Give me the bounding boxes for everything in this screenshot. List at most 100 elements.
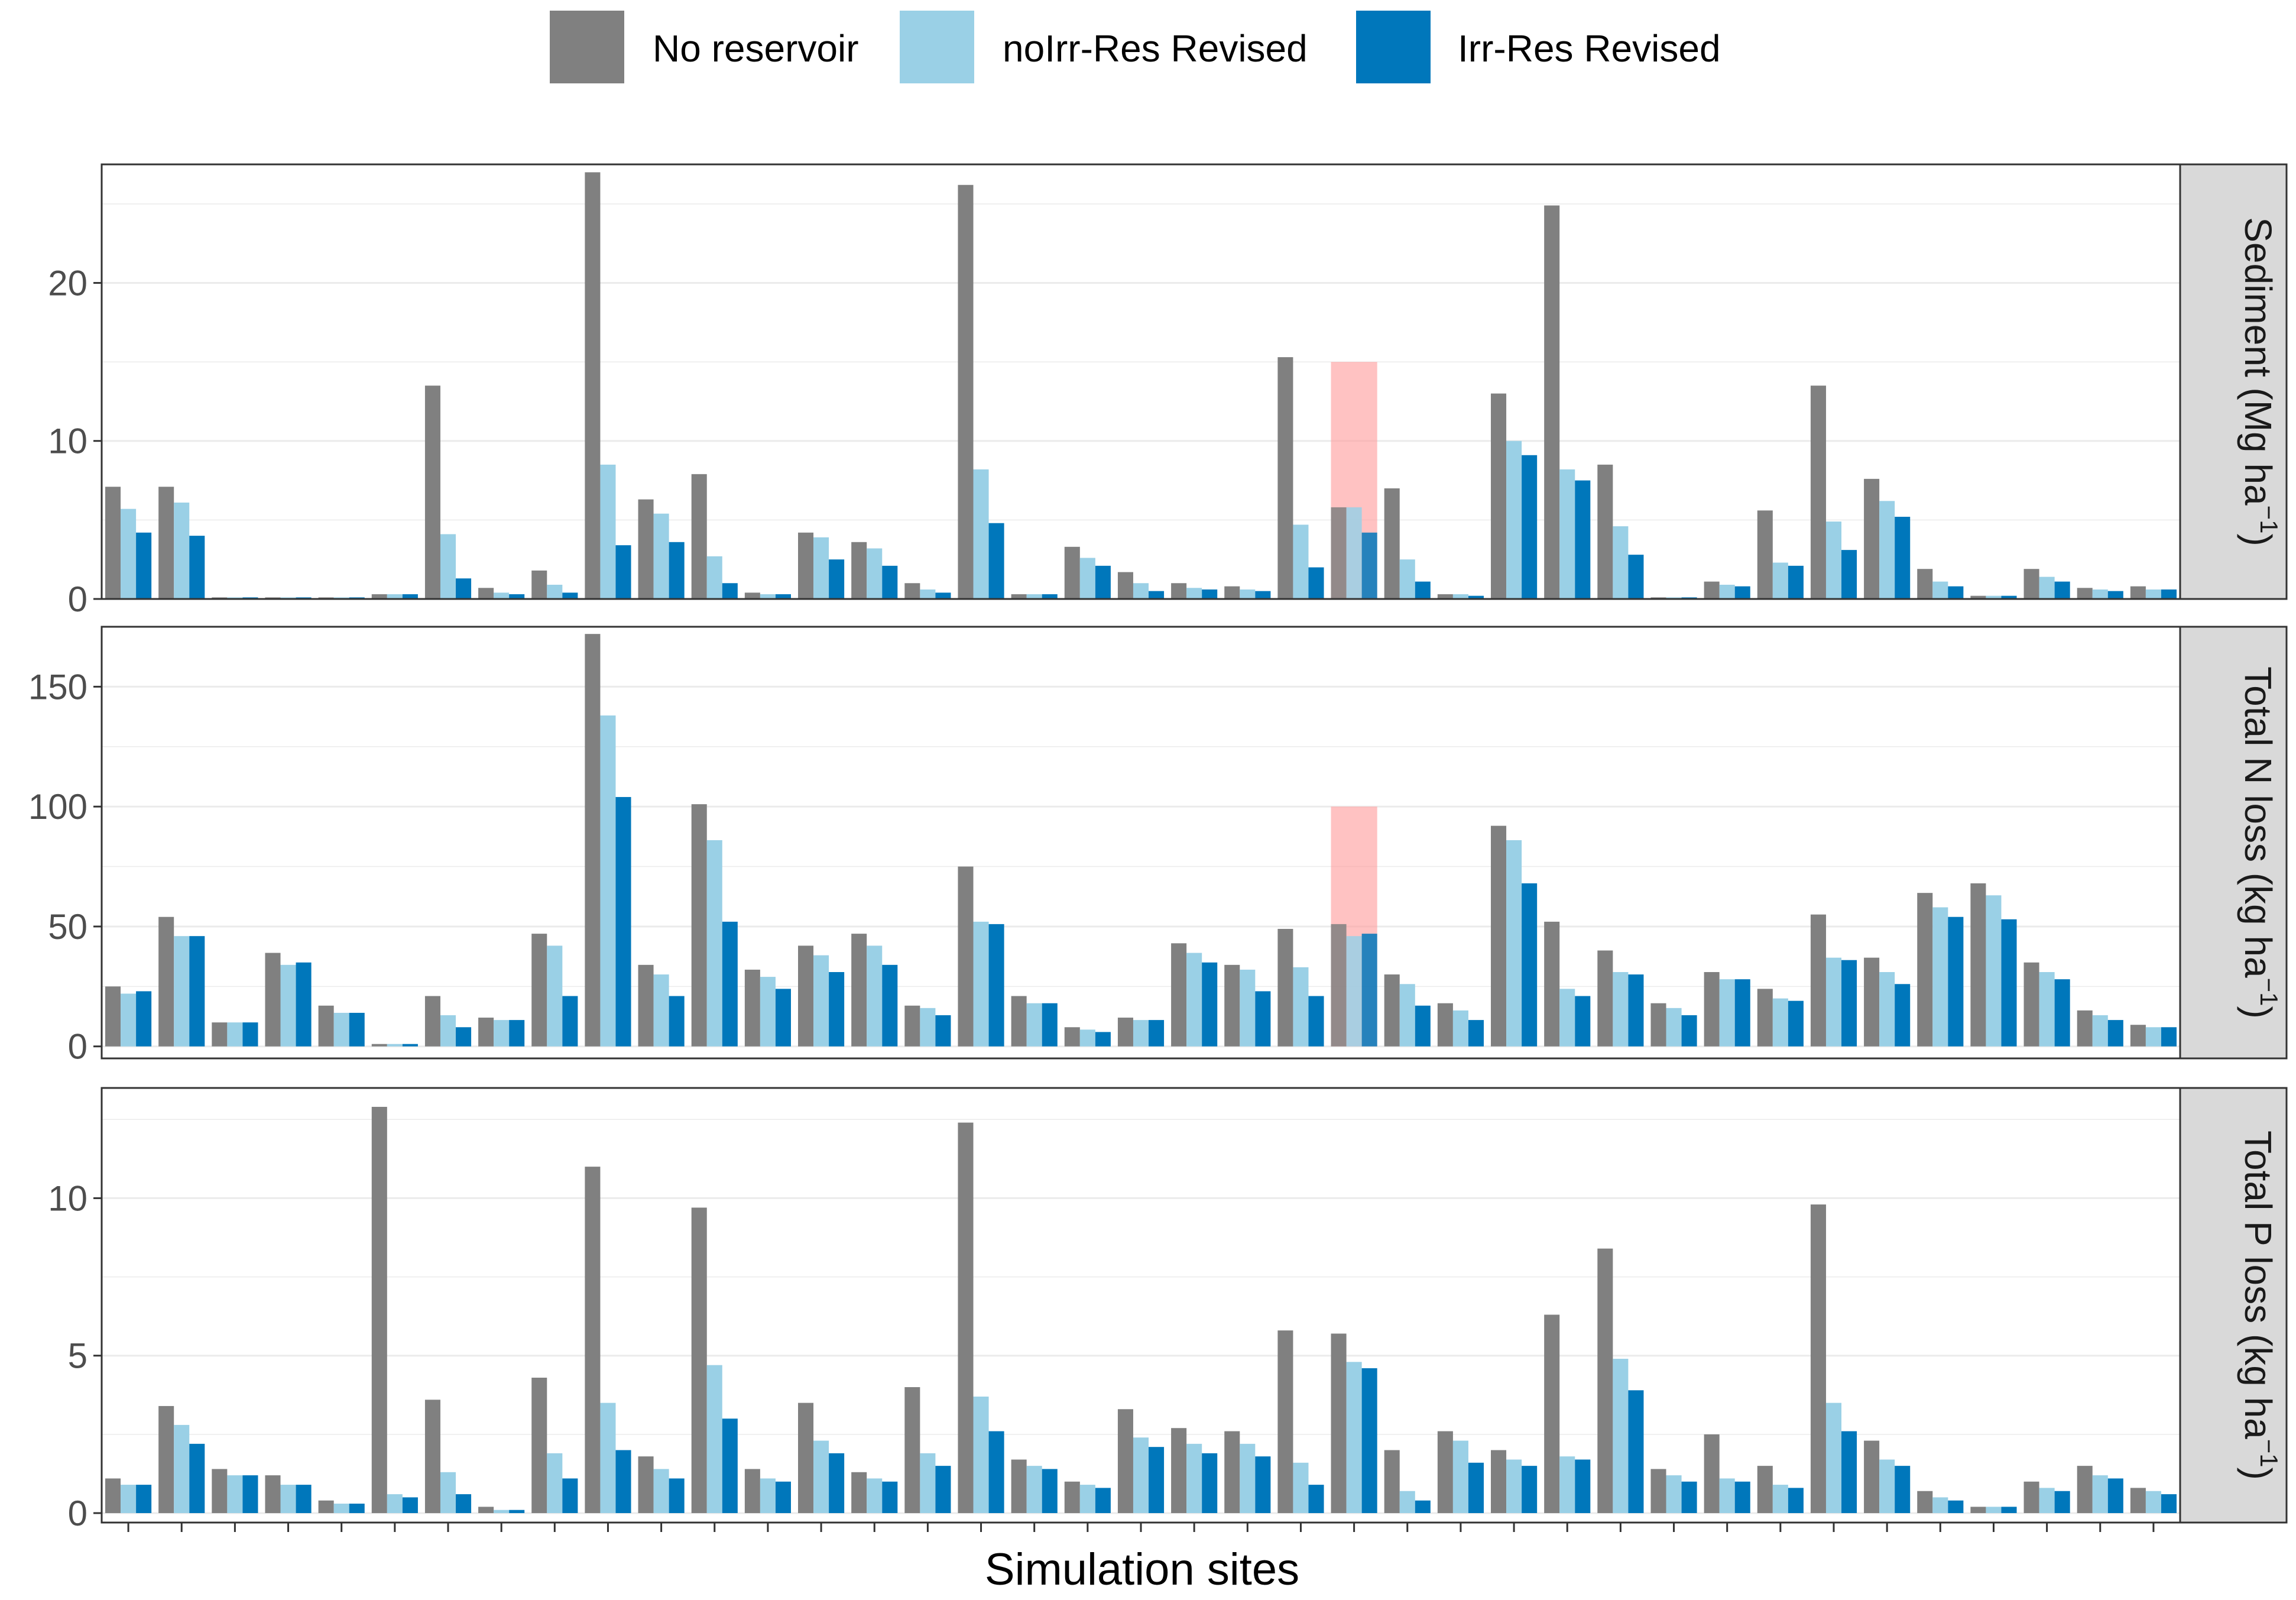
bar-p2-s2-site27 xyxy=(1506,840,1522,1047)
bar-p1-s1-site20 xyxy=(1117,572,1133,599)
bar-p2-s2-site30 xyxy=(1666,1008,1682,1047)
bar-p1-s1-site28 xyxy=(1544,205,1560,599)
bar-p2-s1-site10 xyxy=(585,634,601,1047)
bar-p2-s2-site8 xyxy=(494,1020,510,1047)
bar-p3-s1-site28 xyxy=(1544,1314,1560,1514)
bar-p2-s2-site20 xyxy=(1133,1020,1149,1047)
bar-p1-s3-site9 xyxy=(562,592,578,599)
bar-p2-s1-site8 xyxy=(478,1018,494,1047)
bar-p2-s3-site28 xyxy=(1575,996,1591,1047)
bar-p2-s1-site35 xyxy=(1917,893,1933,1047)
bar-p3-s2-site29 xyxy=(1613,1359,1629,1514)
bar-p3-s2-site12 xyxy=(706,1365,722,1514)
bar-p2-s2-site29 xyxy=(1613,972,1629,1047)
bar-p2-s1-site36 xyxy=(1970,883,1986,1047)
bar-p3-s3-site23 xyxy=(1308,1485,1324,1514)
bar-p1-s3-site31 xyxy=(1734,586,1750,599)
bar-p2-s1-site6 xyxy=(371,1044,387,1047)
bar-p3-s1-site38 xyxy=(2077,1466,2093,1514)
bar-p2-s2-site10 xyxy=(600,715,616,1047)
bar-p2-s2-site33 xyxy=(1825,957,1842,1047)
bar-p2-s1-site12 xyxy=(691,804,707,1047)
bar-p1-s2-site36 xyxy=(1986,595,2002,599)
bar-p2-s2-site2 xyxy=(174,936,190,1047)
bar-p1-s1-site24 xyxy=(1331,507,1347,599)
bar-p2-s1-site34 xyxy=(1864,957,1880,1047)
bar-p3-s2-site34 xyxy=(1879,1459,1895,1514)
bar-p1-s1-site15 xyxy=(851,542,867,599)
bar-p2-s3-site35 xyxy=(1948,916,1964,1047)
bar-p1-s1-site6 xyxy=(371,594,387,599)
bar-p2-s3-site6 xyxy=(402,1044,418,1047)
bar-p3-s2-site9 xyxy=(547,1453,563,1514)
bar-p3-s2-site3 xyxy=(227,1475,243,1514)
bar-p2-s2-site13 xyxy=(760,977,776,1047)
bar-p2-s2-site21 xyxy=(1186,953,1202,1047)
bar-p2-s3-site3 xyxy=(242,1022,258,1047)
bar-p3-s1-site5 xyxy=(318,1500,334,1514)
bar-p2-s2-site26 xyxy=(1452,1010,1468,1047)
bar-p2-s1-site24 xyxy=(1331,924,1347,1047)
bar-p2-s2-site14 xyxy=(813,955,829,1047)
bar-p3-s1-site30 xyxy=(1650,1469,1666,1514)
bar-p3-s1-site7 xyxy=(424,1400,440,1514)
bar-p3-s1-site27 xyxy=(1491,1450,1507,1514)
bar-p2-s2-site36 xyxy=(1986,895,2002,1047)
bar-p2-s1-site32 xyxy=(1757,989,1773,1047)
bar-p3-s1-site39 xyxy=(2130,1488,2146,1514)
bar-p1-s1-site29 xyxy=(1597,464,1613,599)
bar-p3-s3-site13 xyxy=(775,1481,791,1514)
bar-p2-s1-site4 xyxy=(265,953,281,1047)
legend-label-noirr-res: noIrr-Res Revised xyxy=(1003,27,1308,70)
bar-p1-s2-site37 xyxy=(2039,576,2055,599)
bar-p1-s3-site6 xyxy=(402,594,418,599)
bar-p3-s3-site21 xyxy=(1202,1453,1218,1514)
bar-p1-s2-site1 xyxy=(121,508,137,599)
bar-p3-s3-site39 xyxy=(2161,1494,2177,1514)
bar-p3-s2-site4 xyxy=(280,1485,296,1514)
bar-p2-s3-site30 xyxy=(1681,1015,1697,1047)
bar-p1-s2-site34 xyxy=(1879,501,1895,599)
panel-strip xyxy=(2179,626,2288,1060)
bar-p2-s2-site37 xyxy=(2039,972,2055,1047)
bar-p1-s1-site33 xyxy=(1810,386,1826,599)
bar-p1-s2-site25 xyxy=(1399,559,1415,599)
legend: No reservoir noIrr-Res Revised Irr-Res R… xyxy=(550,11,1721,83)
bar-p1-s1-site11 xyxy=(638,499,654,599)
bar-p1-s3-site16 xyxy=(935,592,951,599)
bar-p3-s1-site16 xyxy=(904,1387,920,1514)
bar-p1-s2-site6 xyxy=(387,594,403,599)
bar-p3-s3-site24 xyxy=(1361,1368,1377,1514)
bar-p2-s1-site2 xyxy=(158,916,174,1047)
bar-p1-s1-site23 xyxy=(1277,357,1293,599)
bar-p2-s3-site20 xyxy=(1149,1020,1165,1047)
legend-key-irr-res xyxy=(1356,11,1431,83)
bar-p3-s1-site23 xyxy=(1277,1330,1293,1514)
legend-key-noirr-res xyxy=(900,11,974,83)
bar-p1-s1-site26 xyxy=(1437,594,1453,599)
bar-p1-s3-site2 xyxy=(189,536,205,599)
bar-p3-s1-site18 xyxy=(1011,1459,1027,1514)
bar-p1-s1-site1 xyxy=(105,487,121,599)
bar-p1-s3-site22 xyxy=(1255,591,1271,599)
panel-strip xyxy=(2179,163,2288,600)
bar-p1-s3-site23 xyxy=(1308,567,1324,599)
bar-p1-s3-site7 xyxy=(456,578,472,599)
bar-p2-s1-site39 xyxy=(2130,1025,2146,1047)
bar-p2-s1-site18 xyxy=(1011,996,1027,1047)
bar-p1-s3-site29 xyxy=(1628,555,1644,599)
bar-p3-s3-site38 xyxy=(2107,1478,2123,1514)
bar-p1-s1-site13 xyxy=(744,592,760,599)
bar-p3-s3-site18 xyxy=(1042,1469,1058,1514)
bar-p2-s1-site7 xyxy=(424,996,440,1047)
legend-label-irr-res: Irr-Res Revised xyxy=(1458,27,1721,70)
bar-p2-s1-site37 xyxy=(2023,962,2039,1047)
bar-p2-s1-site17 xyxy=(958,866,974,1047)
bar-p1-s3-site1 xyxy=(136,532,152,599)
bar-p2-s3-site7 xyxy=(456,1027,472,1047)
bar-p1-s3-site12 xyxy=(722,583,738,599)
bar-p1-s3-site19 xyxy=(1095,565,1111,599)
bar-p3-s2-site2 xyxy=(174,1424,190,1514)
bar-p3-s1-site6 xyxy=(371,1106,387,1514)
bar-p3-s3-site36 xyxy=(2001,1507,2017,1514)
